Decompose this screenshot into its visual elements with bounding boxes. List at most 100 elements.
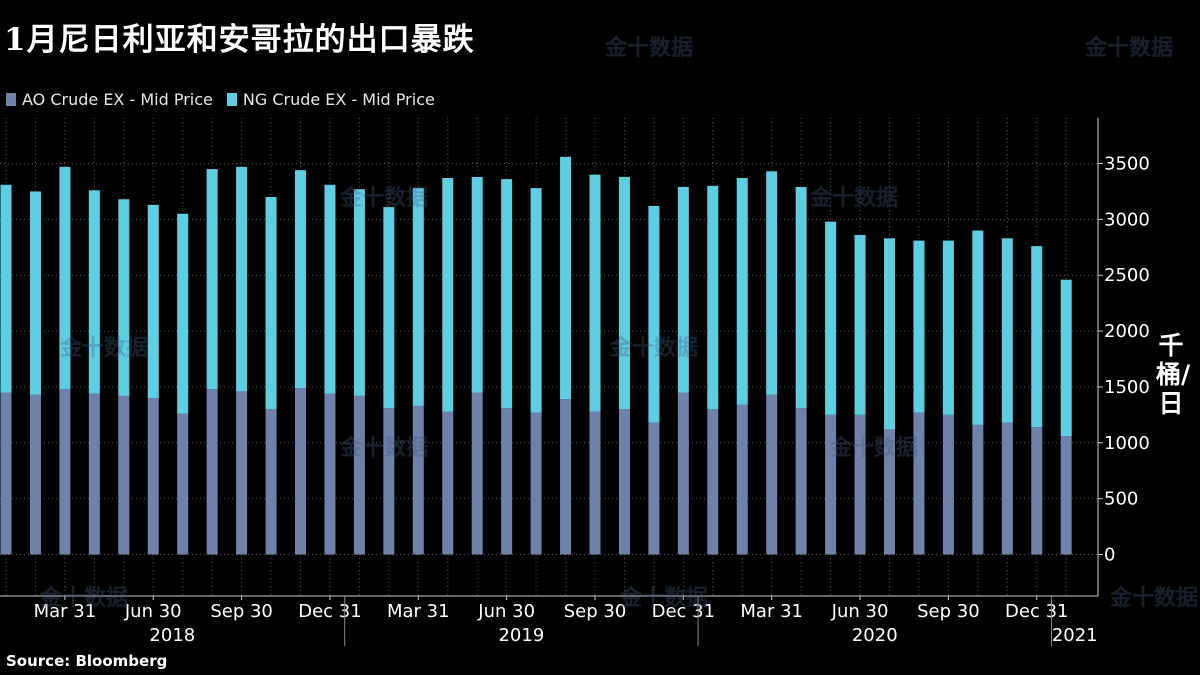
bar-ng: [265, 197, 277, 410]
bar-ng: [884, 238, 895, 430]
bar-ao: [324, 393, 336, 555]
legend-swatch-ng: [226, 93, 237, 106]
bar-ng: [501, 179, 513, 409]
bar-ng: [353, 189, 365, 396]
bar-ng: [677, 186, 689, 393]
y-tick-label: 3000: [1104, 209, 1150, 230]
bar-ao: [29, 394, 41, 555]
bar-ao: [118, 395, 130, 555]
bar-ng: [442, 178, 454, 412]
bar-ng: [383, 207, 395, 409]
bar-ao: [795, 408, 807, 555]
bar-ao: [0, 392, 12, 555]
bar-ng: [1060, 279, 1072, 437]
bar-ng: [913, 240, 925, 413]
bar-ng: [1031, 246, 1043, 428]
bar-ng: [648, 205, 660, 423]
x-tick-label: Jun 30: [831, 601, 889, 622]
bar-ao: [177, 413, 189, 555]
source-note: Source: Bloomberg: [6, 652, 168, 670]
x-tick-label: Dec 31: [298, 601, 361, 622]
bar-ao: [353, 395, 365, 555]
bar-ng: [795, 186, 807, 409]
bar-ao: [972, 424, 984, 555]
bar-ng: [206, 169, 218, 390]
x-tick-label: Dec 31: [1005, 601, 1068, 622]
bar-ao: [766, 394, 778, 555]
year-label: 2018: [149, 625, 195, 646]
bar-ao: [884, 429, 895, 555]
legend-item-ng: NG Crude EX - Mid Price: [226, 90, 435, 109]
bar-ao: [383, 408, 395, 555]
bar-ng: [589, 174, 601, 412]
chart-title: 1月尼日利亚和安哥拉的出口暴跌: [4, 22, 475, 58]
bar-ao: [1031, 427, 1043, 555]
legend-label-ao: AO Crude EX - Mid Price: [22, 90, 213, 109]
bar-ng: [471, 176, 483, 393]
bar-ao: [854, 414, 866, 555]
bar-ng: [736, 178, 748, 405]
year-label: 2020: [852, 625, 898, 646]
bar-ao: [295, 388, 306, 555]
bar-ng: [324, 184, 336, 394]
bar-ng: [1001, 238, 1013, 423]
legend-item-ao: AO Crude EX - Mid Price: [6, 90, 213, 109]
bar-ng: [236, 166, 248, 392]
bar-ao: [560, 399, 572, 555]
year-label: 2019: [498, 625, 544, 646]
bar-ao: [913, 412, 925, 555]
bar-ao: [1060, 436, 1072, 555]
bar-ao: [88, 393, 100, 555]
y-axis-unit-label: 千桶/日: [1156, 331, 1191, 418]
bar-ao: [236, 391, 248, 555]
bar-ng: [0, 184, 12, 393]
bar-ng: [707, 185, 719, 410]
bar-ao: [648, 422, 660, 555]
y-tick-label: 3500: [1104, 154, 1150, 175]
bar-ng: [825, 221, 837, 415]
bar-ao: [59, 389, 71, 555]
bar-ao: [825, 414, 837, 555]
bar-ao: [1001, 422, 1013, 555]
x-tick-label: Sep 30: [564, 601, 627, 622]
y-tick-label: 0: [1104, 545, 1115, 566]
y-tick-label: 2000: [1104, 321, 1150, 342]
x-tick-label: Jun 30: [124, 601, 182, 622]
bar-ng: [530, 188, 542, 413]
x-tick-label: Dec 31: [652, 601, 715, 622]
bar-ao: [589, 411, 601, 555]
bar-ao: [412, 405, 424, 555]
bar-ng: [147, 204, 159, 399]
bar-ao: [677, 392, 689, 555]
bar-ao: [618, 409, 630, 555]
bar-ao: [471, 392, 483, 555]
bar-ng: [177, 213, 189, 414]
x-tick-label: Mar 31: [387, 601, 450, 622]
bar-ao: [707, 409, 719, 555]
bar-ng: [29, 191, 41, 395]
bar-ng: [766, 171, 778, 395]
y-tick-label: 500: [1104, 489, 1138, 510]
bar-ng: [560, 156, 572, 400]
y-tick-label: 2500: [1104, 265, 1150, 286]
x-tick-label: Sep 30: [210, 601, 273, 622]
bar-ao: [736, 404, 748, 555]
year-label: 2021: [1052, 625, 1098, 646]
bar-ng: [854, 234, 866, 415]
x-tick-label: Mar 31: [740, 601, 803, 622]
bar-ao: [942, 414, 954, 555]
bar-ng: [412, 188, 424, 406]
bar-ng: [942, 240, 954, 415]
bar-ao: [265, 409, 277, 555]
bar-ng: [59, 166, 71, 390]
bar-ao: [442, 411, 454, 555]
legend-swatch-ao: [6, 93, 16, 106]
bar-ao: [147, 398, 159, 555]
bar-ng: [618, 176, 630, 410]
x-tick-label: Sep 30: [917, 601, 980, 622]
bar-ao: [206, 389, 218, 555]
y-tick-label: 1500: [1104, 377, 1150, 398]
bar-ng: [295, 170, 306, 389]
x-tick-label: Jun 30: [477, 601, 535, 622]
bar-ng: [118, 199, 130, 396]
